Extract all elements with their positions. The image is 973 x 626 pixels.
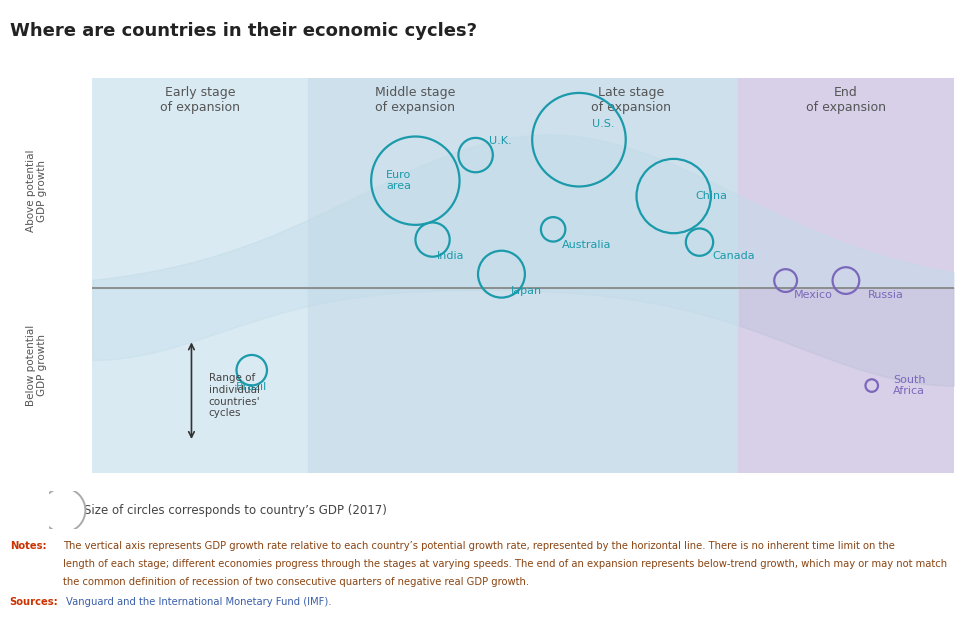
Text: End
of expansion: End of expansion xyxy=(806,86,885,114)
Text: South
Africa: South Africa xyxy=(893,375,925,396)
Point xyxy=(571,135,587,145)
Text: China: China xyxy=(696,191,727,201)
Bar xyxy=(739,78,954,473)
Text: Australia: Australia xyxy=(561,240,611,250)
Text: The vertical axis represents GDP growth rate relative to each country’s potentia: The vertical axis represents GDP growth … xyxy=(63,541,895,552)
Text: India: India xyxy=(437,251,464,261)
Text: Mexico: Mexico xyxy=(794,290,833,300)
Text: Where are countries in their economic cycles?: Where are countries in their economic cy… xyxy=(10,22,477,40)
Text: Russia: Russia xyxy=(868,290,903,300)
Text: Size of circles corresponds to country’s GDP (2017): Size of circles corresponds to country’s… xyxy=(84,504,386,516)
Text: Above potential
GDP growth: Above potential GDP growth xyxy=(25,150,48,232)
Text: U.S.: U.S. xyxy=(592,120,614,130)
Text: Brazil: Brazil xyxy=(236,382,268,392)
Text: Range of
individual
countries'
cycles: Range of individual countries' cycles xyxy=(208,373,261,418)
Text: Middle stage
of expansion: Middle stage of expansion xyxy=(376,86,455,114)
Text: Below potential
GDP growth: Below potential GDP growth xyxy=(25,324,48,406)
Point xyxy=(493,269,509,279)
Text: Late stage
of expansion: Late stage of expansion xyxy=(591,86,670,114)
Text: Vanguard and the International Monetary Fund (IMF).: Vanguard and the International Monetary … xyxy=(66,597,332,607)
Point xyxy=(666,191,681,201)
Text: Early stage
of expansion: Early stage of expansion xyxy=(161,86,240,114)
Point xyxy=(408,176,423,186)
Bar xyxy=(307,78,523,473)
Point xyxy=(777,275,793,285)
Text: length of each stage; different economies progress through the stages at varying: length of each stage; different economie… xyxy=(63,559,948,569)
Point xyxy=(425,235,441,245)
Point xyxy=(55,505,71,515)
Point xyxy=(838,275,853,285)
Point xyxy=(864,381,880,391)
Bar xyxy=(523,78,739,473)
Text: the common definition of recession of two consecutive quarters of negative real : the common definition of recession of tw… xyxy=(63,577,529,587)
Bar xyxy=(92,78,307,473)
Text: Euro
area: Euro area xyxy=(385,170,411,192)
Point xyxy=(244,365,260,375)
Text: U.K.: U.K. xyxy=(488,136,511,146)
Point xyxy=(692,237,707,247)
Point xyxy=(545,224,560,234)
Text: Canada: Canada xyxy=(712,251,755,261)
Text: Japan: Japan xyxy=(510,286,541,296)
Point xyxy=(468,150,484,160)
Text: Notes:: Notes: xyxy=(10,541,47,552)
Text: Sources:: Sources: xyxy=(10,597,58,607)
